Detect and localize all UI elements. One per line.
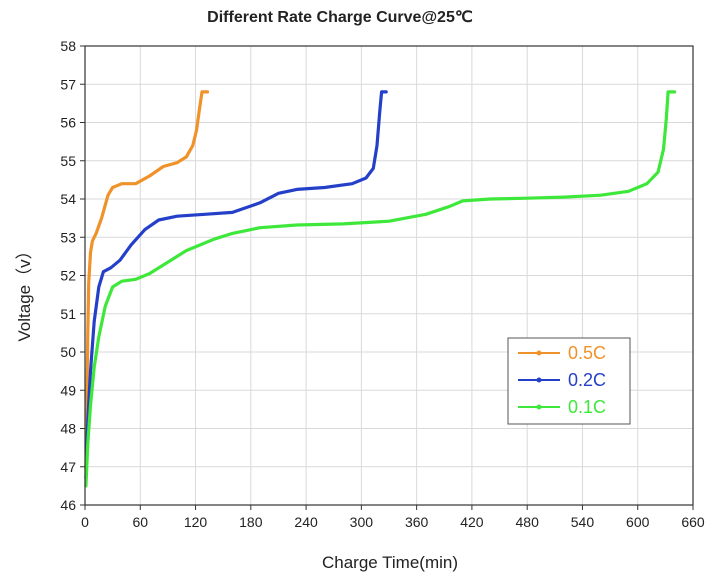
y-tick-label: 51 (60, 306, 76, 322)
x-tick-label: 360 (405, 514, 429, 530)
y-tick-label: 58 (60, 38, 76, 54)
x-tick-label: 600 (626, 514, 650, 530)
y-tick-label: 56 (60, 115, 76, 131)
legend-marker (536, 377, 542, 383)
x-tick-label: 420 (460, 514, 484, 530)
x-tick-label: 180 (239, 514, 263, 530)
y-tick-label: 53 (60, 229, 76, 245)
y-tick-labels: 46 47 48 49 50 51 52 53 54 55 56 57 58 (60, 38, 76, 513)
series-line-0_1C (84, 90, 677, 488)
chart-title: Different Rate Charge Curve@25℃ (207, 9, 473, 26)
x-tick-label: 300 (350, 514, 374, 530)
y-tick-label: 50 (60, 344, 76, 360)
y-tick-label: 52 (60, 268, 76, 284)
series-line-0_2C (84, 90, 388, 480)
y-tick-label: 47 (60, 459, 76, 475)
x-tick-label: 120 (184, 514, 208, 530)
x-tick-label: 0 (81, 514, 89, 530)
legend: 0.5C 0.2C 0.1C (507, 337, 631, 425)
x-tick-label: 60 (132, 514, 148, 530)
y-tick-label: 46 (60, 497, 76, 513)
x-tick-label: 240 (294, 514, 318, 530)
legend-label: 0.2C (568, 370, 606, 390)
legend-marker (536, 350, 542, 356)
grid (84, 45, 694, 506)
y-tick-label: 49 (60, 382, 76, 398)
x-axis-title: Charge Time(min) (322, 553, 458, 572)
y-tick-label: 48 (60, 421, 76, 437)
y-tick-label: 54 (60, 191, 76, 207)
x-tick-labels: 0 60 120 180 240 300 360 420 480 540 600 660 (81, 514, 705, 530)
x-tick-label: 540 (571, 514, 595, 530)
series-line-0_5C (84, 90, 210, 473)
axes (80, 45, 694, 510)
x-tick-label: 480 (516, 514, 540, 530)
y-tick-label: 57 (60, 76, 76, 92)
y-axis-title: Voltage（v） (15, 242, 34, 341)
legend-label: 0.1C (568, 397, 606, 417)
series-layer (84, 90, 677, 488)
x-tick-label: 660 (681, 514, 705, 530)
legend-label: 0.5C (568, 343, 606, 363)
legend-marker (536, 404, 542, 410)
y-tick-label: 55 (60, 153, 76, 169)
